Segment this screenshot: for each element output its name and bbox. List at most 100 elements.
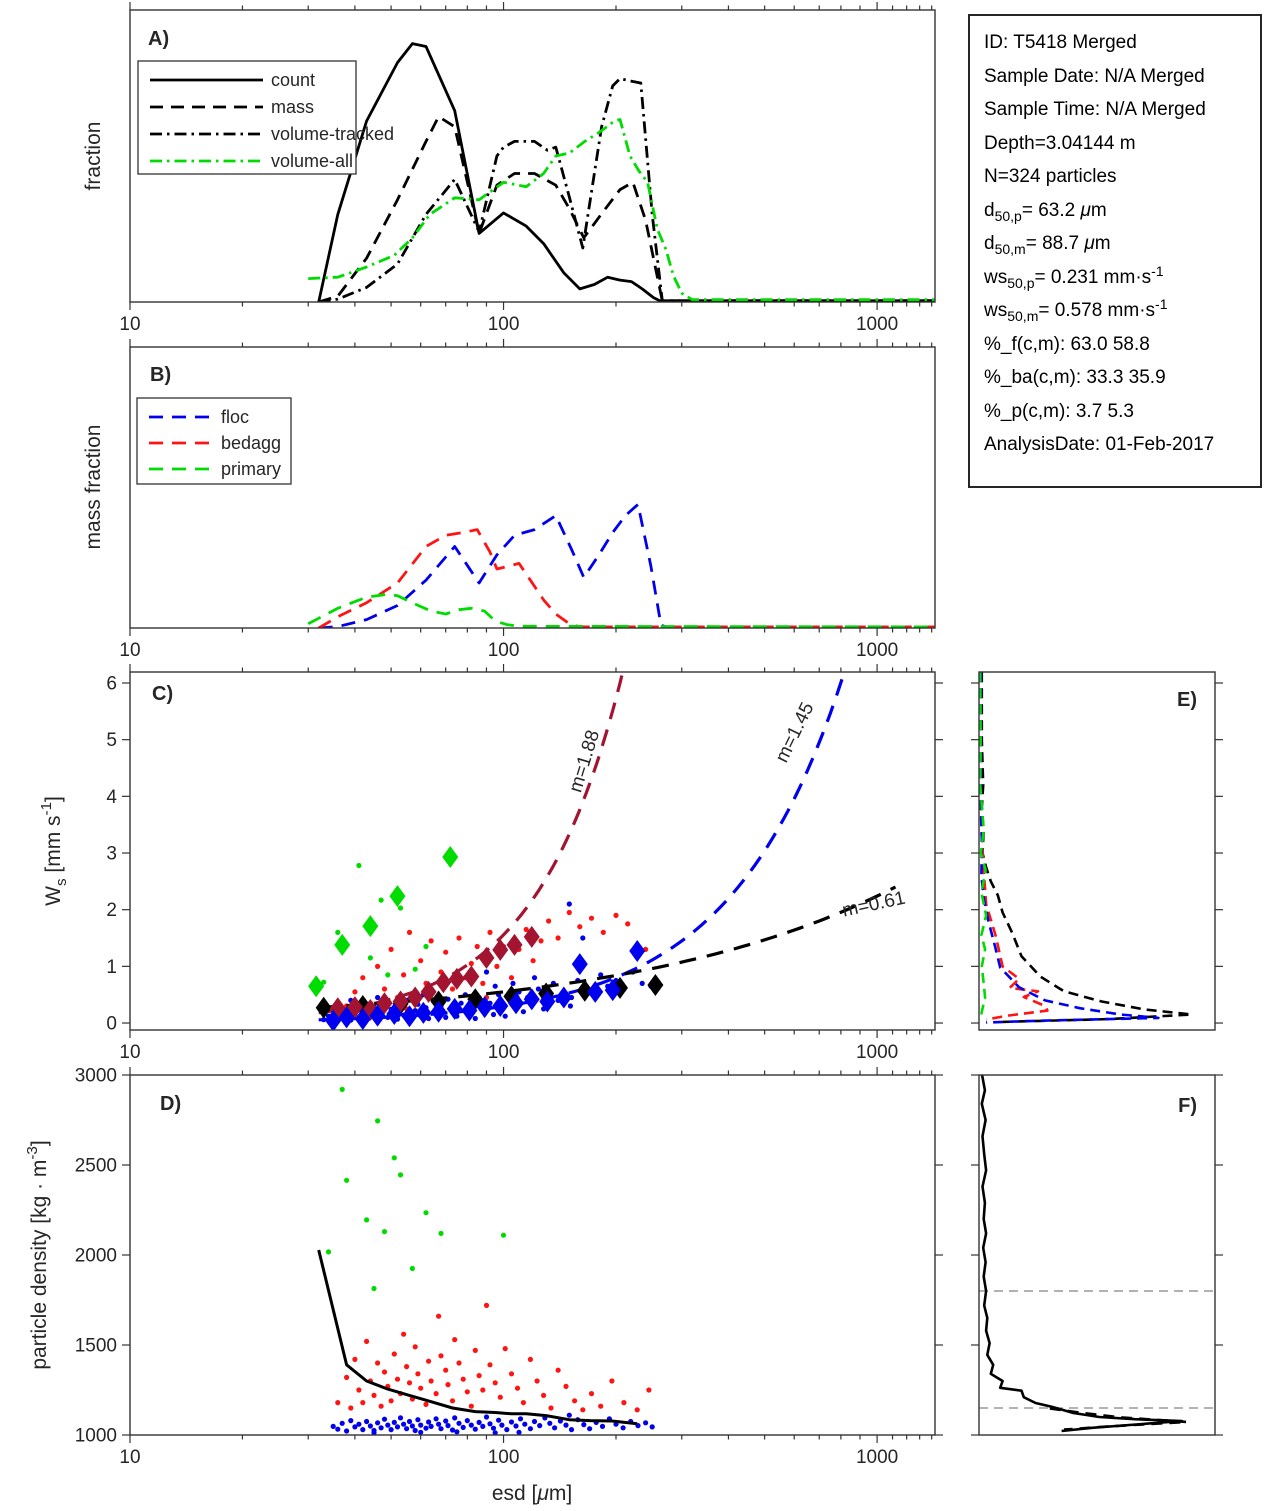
svg-text:100: 100	[488, 314, 520, 335]
primary-density-points	[325, 1086, 507, 1292]
info-line: Sample Date: N/A Merged	[984, 65, 1205, 87]
median-density-line	[317, 1249, 638, 1426]
panel-label-D: D)	[160, 1093, 181, 1115]
panel-frame	[978, 1074, 1216, 1436]
panel-frame	[129, 9, 936, 303]
info-line: ws50,m= 0.578 mm·s-1	[984, 296, 1168, 324]
primary-points	[321, 862, 429, 985]
panel-label-B: B)	[150, 364, 171, 386]
info-line: Sample Time: N/A Merged	[984, 99, 1206, 120]
legend-label-volume-tracked: volume-tracked	[271, 124, 394, 144]
panel-frame	[129, 671, 936, 1031]
svg-text:1000: 1000	[856, 1042, 898, 1063]
x-ticks: 10 100 1000	[119, 1067, 933, 1468]
info-line: %_ba(c,m): 33.3 35.9	[984, 367, 1166, 388]
svg-text:Ws [mm s-1]: Ws [mm s-1]	[38, 796, 70, 906]
svg-text:esd [μm]: esd [μm]	[492, 1482, 572, 1505]
svg-text:1: 1	[106, 957, 117, 978]
panel-f-density-distribution: F)	[971, 1074, 1223, 1436]
y-ticks: 0 1 2 3 4 5 6	[106, 673, 943, 1035]
sample-info-box: ID: T5418 Merged Sample Date: N/A Merged S…	[968, 14, 1262, 488]
legend-label-mass: mass	[271, 97, 314, 117]
svg-text:100: 100	[488, 1447, 520, 1468]
panel-frame	[129, 346, 936, 629]
panel-label-E: E)	[1177, 689, 1197, 711]
volume-tracked-series	[318, 77, 935, 302]
panel-b-mass-fractions: 10 100 1000 B) floc bedagg primary	[119, 339, 936, 661]
svg-text:5: 5	[106, 730, 117, 751]
info-line: d50,m= 88.7 μm	[984, 233, 1111, 257]
svg-text:1000: 1000	[856, 1447, 898, 1468]
info-line: d50,p= 63.2 μm	[984, 199, 1107, 224]
svg-text:1000: 1000	[856, 314, 898, 335]
y-ticks	[971, 1074, 1223, 1436]
info-line: %_f(c,m): 63.0 58.8	[984, 333, 1150, 355]
ylabel-mass-fraction: mass fraction	[82, 425, 105, 550]
info-line: Depth=3.04144 m	[984, 132, 1136, 154]
floc-median-diamonds	[325, 940, 646, 1030]
info-line: N=324 particles	[984, 166, 1117, 187]
svg-text:3000: 3000	[75, 1066, 117, 1087]
info-line: ws50,p= 0.231 mm·s-1	[984, 262, 1164, 291]
svg-text:10: 10	[119, 314, 140, 335]
svg-text:10: 10	[119, 1447, 140, 1468]
svg-text:1500: 1500	[75, 1336, 117, 1357]
fit-all-m0.61-label: m=0.61	[840, 888, 907, 922]
svg-text:6: 6	[106, 673, 117, 694]
panel-frame	[129, 1074, 936, 1436]
ws-dist-bedagg	[979, 672, 1049, 1021]
panel-e-ws-distribution: E)	[971, 671, 1223, 1031]
svg-text:m=1.45: m=1.45	[772, 699, 819, 766]
svg-text:2: 2	[106, 900, 117, 921]
primary-median-diamonds	[308, 845, 459, 998]
density-dist-profile	[980, 1075, 1184, 1433]
svg-text:fraction: fraction	[82, 122, 105, 191]
svg-text:1000: 1000	[856, 640, 898, 661]
ylabel-particle-density: particle density [kg · m-3]	[24, 1140, 51, 1369]
panel-label-A: A)	[148, 28, 169, 50]
svg-text:10: 10	[119, 1042, 140, 1063]
svg-text:m=0.61: m=0.61	[840, 888, 907, 922]
ws-dist-all	[980, 672, 1193, 1024]
count-series	[317, 42, 935, 302]
svg-text:1000: 1000	[75, 1426, 117, 1447]
floc-series	[318, 503, 935, 628]
floc-density-points	[330, 1412, 655, 1435]
info-line: %_p(c,m): 3.7 5.3	[984, 400, 1134, 422]
ylabel-fraction: fraction	[82, 122, 105, 191]
x-ticks: 10 100 1000	[119, 339, 933, 661]
y-ticks: 1000 1500 2000 2500 3000	[75, 1066, 943, 1447]
svg-text:2500: 2500	[75, 1156, 117, 1177]
fit-floc-m1.45-label: m=1.45	[772, 699, 819, 766]
svg-text:4: 4	[106, 787, 117, 808]
panel-a-size-distributions: 10 100 1000 A) count mass volume-tracked volume…	[119, 2, 936, 335]
volume-all-series	[308, 118, 935, 302]
bedagg-density-points	[335, 1302, 652, 1413]
svg-text:10: 10	[119, 640, 140, 661]
legend-label-volume-all: volume-all	[271, 151, 353, 171]
x-ticks: 10 100 1000	[119, 664, 933, 1063]
svg-text:0: 0	[106, 1014, 117, 1035]
info-line: ID: T5418 Merged	[984, 32, 1137, 53]
svg-text:mass fraction: mass fraction	[82, 425, 105, 550]
ylabel-settling-velocity: Ws [mm s-1]	[38, 796, 70, 906]
legend-label-primary: primary	[221, 459, 281, 479]
ws-dist-primary	[979, 672, 988, 1021]
info-line: AnalysisDate: 01-Feb-2017	[984, 434, 1215, 455]
legend-label-count: count	[271, 70, 315, 90]
legend-label-floc: floc	[221, 407, 249, 427]
panel-label-F: F)	[1178, 1095, 1197, 1117]
panel-frame	[978, 671, 1216, 1031]
bedagg-series	[317, 528, 935, 628]
svg-text:particle density [kg · m-3]: particle density [kg · m-3]	[24, 1140, 51, 1369]
panel-d-particle-density: 10 100 1000 1000 1500 2000 2500 3000 D)	[75, 1066, 943, 1468]
xlabel-esd: esd [μm]	[492, 1482, 572, 1505]
y-ticks	[971, 682, 1223, 1024]
legend-B: floc bedagg primary	[136, 397, 292, 485]
svg-text:2000: 2000	[75, 1246, 117, 1267]
primary-series	[307, 592, 935, 628]
svg-text:100: 100	[488, 1042, 520, 1063]
legend-label-bedagg: bedagg	[221, 433, 281, 453]
